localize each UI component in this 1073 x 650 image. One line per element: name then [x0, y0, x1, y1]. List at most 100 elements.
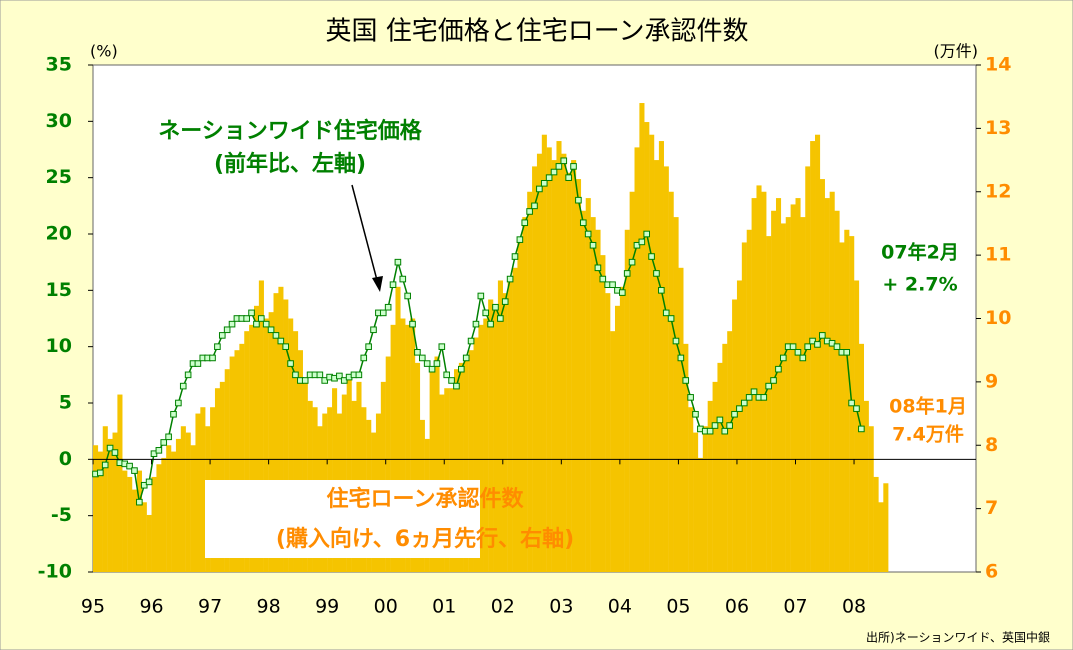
- marker: [770, 377, 777, 384]
- marker: [638, 238, 646, 246]
- marker: [321, 377, 329, 384]
- x-tick-label: 99: [315, 596, 339, 618]
- marker: [282, 343, 289, 350]
- marker: [287, 360, 294, 367]
- bar: [649, 134, 655, 572]
- y2-tick-label: 10: [985, 307, 1011, 329]
- marker: [253, 320, 260, 328]
- bar: [195, 413, 201, 572]
- bar: [746, 229, 752, 572]
- bar: [273, 293, 279, 572]
- marker: [521, 219, 529, 227]
- bar: [697, 457, 704, 572]
- marker: [414, 349, 421, 356]
- marker: [555, 163, 563, 170]
- arrow-head: [372, 276, 383, 292]
- marker: [780, 354, 787, 362]
- marker: [814, 341, 821, 348]
- bar: [395, 286, 401, 572]
- marker: [248, 309, 255, 317]
- marker: [384, 303, 392, 311]
- y2-axis-label: (万件): [934, 42, 979, 61]
- marker: [379, 309, 387, 317]
- bar: [156, 464, 162, 572]
- bar: [458, 362, 464, 572]
- bar: [712, 381, 718, 572]
- y-tick-label: 15: [46, 279, 72, 301]
- marker: [418, 354, 426, 362]
- marker: [677, 354, 685, 362]
- y-tick-label: 30: [46, 110, 72, 132]
- marker: [789, 343, 797, 350]
- marker: [858, 425, 865, 433]
- y2-tick-label: 11: [985, 244, 1011, 266]
- x-tick-label: 02: [491, 596, 515, 618]
- bar: [258, 280, 264, 572]
- bar: [829, 191, 835, 572]
- bar: [175, 438, 182, 572]
- marker: [155, 447, 163, 454]
- marker: [370, 326, 377, 334]
- y2-tick-label: 14: [985, 54, 1011, 76]
- bar: [97, 451, 103, 572]
- marker: [545, 174, 553, 181]
- bar: [161, 457, 167, 572]
- bar: [854, 280, 860, 572]
- marker: [550, 168, 558, 176]
- bar: [249, 324, 255, 572]
- marker: [360, 354, 368, 362]
- marker: [599, 275, 607, 283]
- x-tick-label: 07: [783, 596, 807, 618]
- bar: [624, 229, 630, 572]
- bar: [385, 356, 391, 572]
- bar: [429, 369, 435, 572]
- bar: [751, 198, 757, 572]
- marker: [150, 450, 158, 457]
- bar: [741, 242, 747, 572]
- marker: [355, 371, 363, 379]
- bar: [858, 343, 864, 572]
- bar: [668, 191, 674, 572]
- bar: [717, 362, 723, 572]
- marker: [682, 377, 690, 384]
- bar: [775, 198, 782, 572]
- bar: [595, 229, 601, 572]
- bar: [171, 451, 177, 572]
- marker: [184, 371, 192, 379]
- marker: [775, 365, 782, 373]
- bar: [117, 394, 123, 572]
- bar: [107, 438, 113, 572]
- annotation: 7.4万件: [892, 423, 964, 446]
- marker: [423, 360, 431, 367]
- marker: [609, 281, 616, 288]
- marker: [101, 461, 109, 469]
- bar: [502, 293, 508, 572]
- marker: [97, 469, 104, 477]
- line-label: ネーションワイド住宅価格: [158, 118, 423, 144]
- marker: [140, 481, 148, 489]
- bar: [478, 324, 484, 572]
- bar: [800, 217, 806, 572]
- bar: [507, 280, 513, 572]
- annotation: 07年2月: [881, 241, 959, 264]
- bar: [132, 489, 138, 572]
- bar: [878, 502, 884, 572]
- bar: [488, 299, 494, 572]
- bar: [112, 432, 118, 572]
- bar: [566, 172, 572, 573]
- marker: [628, 258, 636, 266]
- y2-tick-label: 9: [985, 370, 998, 392]
- marker: [579, 219, 587, 227]
- marker: [853, 405, 860, 412]
- x-tick-label: 96: [139, 596, 163, 618]
- bar: [180, 426, 186, 572]
- bar-label: 住宅ローン承認件数: [327, 486, 525, 512]
- x-tick-label: 06: [725, 596, 749, 618]
- bar: [834, 210, 840, 572]
- marker: [584, 230, 592, 238]
- marker: [394, 258, 402, 266]
- marker: [316, 371, 324, 379]
- bar: [185, 432, 191, 572]
- marker: [487, 320, 494, 328]
- bar: [224, 369, 230, 572]
